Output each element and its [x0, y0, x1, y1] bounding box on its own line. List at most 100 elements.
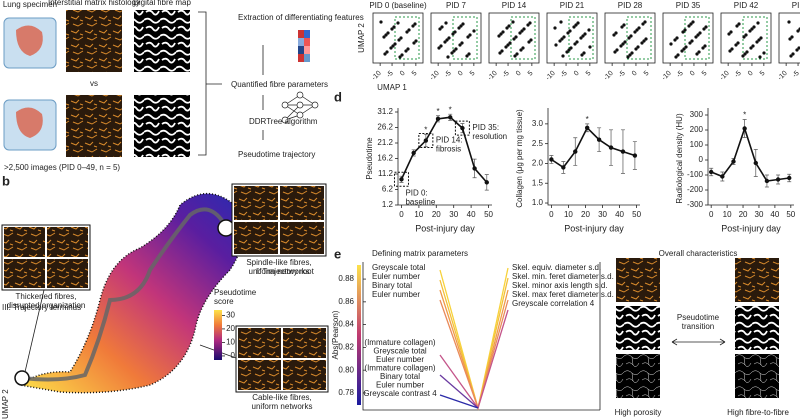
- parameter-label: Euler number: [372, 290, 420, 299]
- panel-a-art: [3, 10, 319, 157]
- cloud-dot: [582, 51, 586, 55]
- x-tick-label: -5: [675, 70, 684, 79]
- parameter-label: Euler number: [372, 272, 420, 281]
- cloud-dot: [791, 52, 795, 56]
- cloud-dot: [512, 37, 516, 41]
- cloud-dot: [675, 36, 679, 40]
- cloud-dot: [437, 46, 441, 50]
- pipeline-step: Quantified fibre parameters: [231, 80, 328, 89]
- data-point: [787, 175, 792, 181]
- cloud-dot: [674, 55, 678, 59]
- x-tick-label: 30: [598, 210, 607, 219]
- cloud-dot: [558, 39, 562, 43]
- cloud-dot: [642, 39, 646, 43]
- cloud-dot: [520, 29, 524, 33]
- x-tick-label: -10: [603, 70, 615, 82]
- parameter-label: Greyscale total: [372, 263, 426, 272]
- cloud-dot: [622, 23, 626, 27]
- cloud-dot: [790, 35, 794, 39]
- cloud-dot: [696, 33, 700, 37]
- data-point: [708, 169, 714, 175]
- data-point: [399, 177, 404, 182]
- cloud-dot: [400, 53, 404, 57]
- parameter-label: Greyscale total: [373, 347, 427, 356]
- cloud-dot: [583, 32, 587, 36]
- panel-b-art: [1, 183, 329, 394]
- cloud-dot: [684, 45, 688, 49]
- cloud-dot: [384, 33, 388, 37]
- y-tick-label: 6.2: [382, 185, 394, 194]
- cloud-dot: [438, 27, 442, 31]
- cloud-dot: [757, 38, 761, 42]
- data-point: [584, 125, 590, 131]
- x-axis-label: Post-injury day: [415, 223, 475, 233]
- x-tick-label: -5: [791, 70, 800, 79]
- cloud-dot: [468, 33, 472, 37]
- parameter-label: Binary total: [380, 372, 420, 381]
- cloud-dot: [450, 51, 454, 55]
- cloud-dot: [755, 40, 759, 44]
- parameter-label: Skel. equiv. diameter s.d.: [512, 263, 601, 272]
- cloud-dot: [795, 48, 799, 52]
- cloud-dot: [392, 25, 396, 29]
- data-point: [460, 125, 465, 131]
- annotation-box: [418, 133, 434, 149]
- cloud-dot: [404, 49, 408, 53]
- subplot-frame: [720, 12, 772, 64]
- cloud-dot: [451, 32, 455, 36]
- cloud-dot: [560, 37, 564, 41]
- x-tick-label: 20: [581, 210, 590, 219]
- cloud-dot: [514, 35, 518, 39]
- cloud-dot: [623, 40, 627, 44]
- y-tick-label: 1.5: [532, 178, 544, 187]
- pipeline-step: Extraction of differentiating features: [238, 13, 364, 22]
- pipeline-step: DDRTree algorithm: [249, 117, 318, 126]
- cloud-dot: [676, 53, 680, 57]
- cloud-dot: [561, 54, 565, 58]
- cloud-dot: [748, 29, 752, 33]
- parameter-label: Binary total: [372, 281, 412, 290]
- panel-e-art: [357, 258, 779, 411]
- arrow-label: Pseudotime: [677, 313, 720, 322]
- annotation-box: [454, 120, 470, 136]
- cloud-dot: [405, 30, 409, 34]
- x-tick-label: -5: [501, 70, 510, 79]
- cloud-dot: [572, 25, 576, 29]
- data-point: [411, 150, 416, 156]
- data-point: [720, 174, 725, 179]
- x-tick-label: 5: [411, 70, 419, 78]
- cloud-dot: [703, 44, 707, 48]
- y-tick-label: 31.2: [377, 107, 393, 116]
- cloud-dot: [634, 47, 638, 51]
- y-tick-label: 0.84: [338, 320, 354, 329]
- x-tick-label: 20: [739, 210, 748, 219]
- cloud-dot: [460, 41, 464, 45]
- subplot-title: PID 49: [792, 1, 800, 10]
- subplot-frame: [778, 12, 800, 64]
- x-tick-label: -10: [661, 70, 673, 82]
- annotation-box: [393, 171, 409, 187]
- cloud-dot: [522, 27, 526, 31]
- cloud-dot: [559, 20, 563, 24]
- x-tick-label: -10: [487, 70, 499, 82]
- x-tick-label: 30: [449, 210, 458, 219]
- cloud-dot: [694, 35, 698, 39]
- data-point: [608, 145, 614, 150]
- cloud-dot: [453, 30, 457, 34]
- cloud-dot: [579, 36, 583, 40]
- cloud-dot: [504, 45, 508, 49]
- annotation-text: baseline: [405, 197, 435, 206]
- inset-caption: Spindle-like fibres,: [246, 258, 311, 267]
- cloud-dot: [506, 43, 510, 47]
- annotation-text: PID 14:: [436, 136, 463, 145]
- cloud-dot: [553, 26, 557, 30]
- parameter-label: (Immature collagen): [364, 364, 435, 373]
- x-tick-label: 20: [432, 210, 441, 219]
- panel-label: d: [334, 89, 342, 104]
- x-tick-label: -5: [385, 70, 394, 79]
- cloud-dot: [620, 25, 624, 29]
- cloud-dot: [508, 41, 512, 45]
- cloud-dot: [515, 52, 519, 56]
- data-point: [742, 126, 747, 131]
